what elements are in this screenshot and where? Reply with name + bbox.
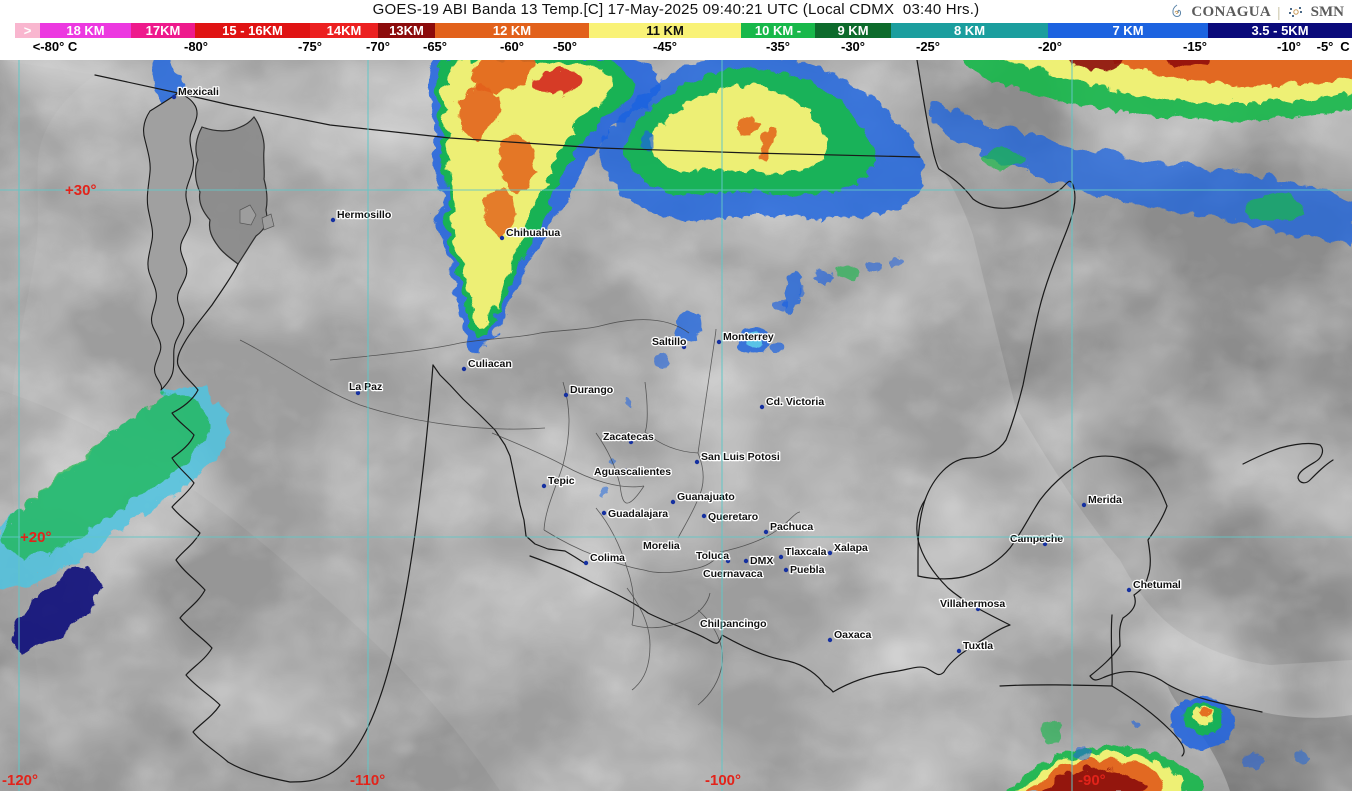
svg-text:Culiacan: Culiacan [468, 358, 512, 370]
svg-text:Puebla: Puebla [790, 564, 825, 576]
svg-text:Zacatecas: Zacatecas [603, 431, 654, 443]
svg-text:Mexicali: Mexicali [178, 86, 219, 98]
svg-text:Xalapa: Xalapa [834, 542, 868, 554]
svg-text:Queretaro: Queretaro [708, 511, 758, 523]
svg-text:La Paz: La Paz [349, 381, 382, 393]
svg-text:-90°: -90° [1078, 772, 1106, 789]
svg-text:Guadalajara: Guadalajara [608, 508, 668, 520]
svg-text:Chetumal: Chetumal [1133, 579, 1181, 591]
svg-text:+20°: +20° [20, 529, 51, 546]
svg-text:Monterrey: Monterrey [723, 331, 774, 343]
svg-text:DMX: DMX [750, 555, 773, 567]
svg-text:Chilpancingo: Chilpancingo [700, 618, 767, 630]
svg-text:-110°: -110° [350, 772, 385, 789]
svg-text:Pachuca: Pachuca [770, 521, 813, 533]
svg-text:Villahermosa: Villahermosa [940, 598, 1005, 610]
svg-text:Cd. Victoria: Cd. Victoria [766, 396, 824, 408]
svg-text:Saltillo: Saltillo [652, 336, 686, 348]
svg-text:Colima: Colima [590, 552, 625, 564]
svg-text:Aguascalientes: Aguascalientes [594, 466, 671, 478]
svg-text:Toluca: Toluca [696, 550, 729, 562]
svg-text:Hermosillo: Hermosillo [337, 209, 391, 221]
svg-text:Guanajuato: Guanajuato [677, 491, 735, 503]
svg-text:Campeche: Campeche [1010, 533, 1063, 545]
svg-text:-100°: -100° [705, 772, 741, 789]
svg-text:-120°: -120° [2, 772, 38, 789]
svg-text:Morelia: Morelia [643, 540, 680, 552]
svg-text:Tlaxcala: Tlaxcala [785, 546, 827, 558]
svg-text:Durango: Durango [570, 384, 613, 396]
svg-text:Tepic: Tepic [548, 475, 575, 487]
svg-text:Merida: Merida [1088, 494, 1122, 506]
svg-text:Tuxtla: Tuxtla [963, 640, 993, 652]
svg-text:Oaxaca: Oaxaca [834, 629, 872, 641]
svg-text:San Luis Potosi: San Luis Potosi [701, 451, 780, 463]
svg-text:Cuernavaca: Cuernavaca [703, 568, 763, 580]
svg-text:Chihuahua: Chihuahua [506, 227, 560, 239]
svg-text:+30°: +30° [65, 182, 96, 199]
